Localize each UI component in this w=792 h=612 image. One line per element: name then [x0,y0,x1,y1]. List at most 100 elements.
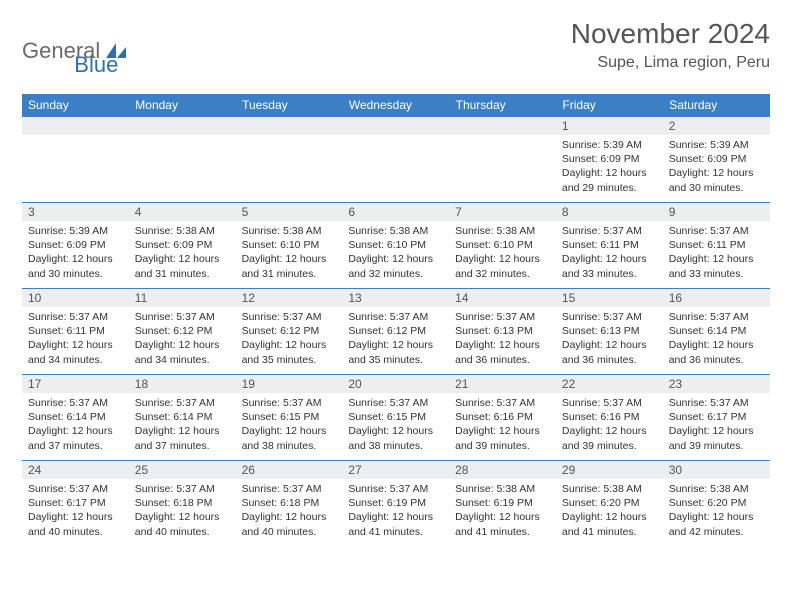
sunset-line: Sunset: 6:14 PM [669,324,764,338]
day-number: 23 [663,375,770,393]
day-body: Sunrise: 5:37 AMSunset: 6:13 PMDaylight:… [556,307,663,369]
calendar-cell: 14Sunrise: 5:37 AMSunset: 6:13 PMDayligh… [449,289,556,375]
calendar-cell: 22Sunrise: 5:37 AMSunset: 6:16 PMDayligh… [556,375,663,461]
day-number: 22 [556,375,663,393]
day-number: 15 [556,289,663,307]
day-number: 21 [449,375,556,393]
day-body: Sunrise: 5:37 AMSunset: 6:16 PMDaylight:… [449,393,556,455]
day-body: Sunrise: 5:37 AMSunset: 6:19 PMDaylight:… [342,479,449,541]
sunset-line: Sunset: 6:11 PM [28,324,123,338]
dayhead-tuesday: Tuesday [236,94,343,117]
day-number [22,117,129,135]
daylight-line: Daylight: 12 hours and 40 minutes. [135,510,230,538]
daylight-line: Daylight: 12 hours and 38 minutes. [348,424,443,452]
calendar-cell: 30Sunrise: 5:38 AMSunset: 6:20 PMDayligh… [663,461,770,547]
calendar-cell: 15Sunrise: 5:37 AMSunset: 6:13 PMDayligh… [556,289,663,375]
daylight-line: Daylight: 12 hours and 37 minutes. [135,424,230,452]
day-body [342,135,449,140]
calendar-cell: 18Sunrise: 5:37 AMSunset: 6:14 PMDayligh… [129,375,236,461]
calendar-week-row: 17Sunrise: 5:37 AMSunset: 6:14 PMDayligh… [22,375,770,461]
month-title: November 2024 [571,18,770,50]
day-number: 18 [129,375,236,393]
day-body: Sunrise: 5:37 AMSunset: 6:17 PMDaylight:… [663,393,770,455]
daylight-line: Daylight: 12 hours and 36 minutes. [455,338,550,366]
sunset-line: Sunset: 6:10 PM [242,238,337,252]
sunrise-line: Sunrise: 5:37 AM [28,396,123,410]
day-number: 2 [663,117,770,135]
day-body: Sunrise: 5:37 AMSunset: 6:14 PMDaylight:… [663,307,770,369]
sunrise-line: Sunrise: 5:37 AM [135,396,230,410]
day-body: Sunrise: 5:38 AMSunset: 6:10 PMDaylight:… [342,221,449,283]
dayhead-friday: Friday [556,94,663,117]
calendar-cell [22,117,129,203]
logo: General Blue [22,18,118,78]
daylight-line: Daylight: 12 hours and 41 minutes. [562,510,657,538]
sunrise-line: Sunrise: 5:37 AM [348,396,443,410]
daylight-line: Daylight: 12 hours and 31 minutes. [242,252,337,280]
day-header-row: Sunday Monday Tuesday Wednesday Thursday… [22,94,770,117]
sunrise-line: Sunrise: 5:38 AM [135,224,230,238]
daylight-line: Daylight: 12 hours and 35 minutes. [348,338,443,366]
day-number [449,117,556,135]
day-number: 10 [22,289,129,307]
sunrise-line: Sunrise: 5:38 AM [669,482,764,496]
calendar-table: Sunday Monday Tuesday Wednesday Thursday… [22,94,770,547]
daylight-line: Daylight: 12 hours and 36 minutes. [562,338,657,366]
day-body: Sunrise: 5:38 AMSunset: 6:10 PMDaylight:… [236,221,343,283]
dayhead-sunday: Sunday [22,94,129,117]
day-number: 29 [556,461,663,479]
sunset-line: Sunset: 6:14 PM [28,410,123,424]
daylight-line: Daylight: 12 hours and 39 minutes. [562,424,657,452]
calendar-cell [129,117,236,203]
calendar-cell: 11Sunrise: 5:37 AMSunset: 6:12 PMDayligh… [129,289,236,375]
daylight-line: Daylight: 12 hours and 29 minutes. [562,166,657,194]
calendar-body: 1Sunrise: 5:39 AMSunset: 6:09 PMDaylight… [22,117,770,547]
daylight-line: Daylight: 12 hours and 31 minutes. [135,252,230,280]
daylight-line: Daylight: 12 hours and 42 minutes. [669,510,764,538]
calendar-cell: 4Sunrise: 5:38 AMSunset: 6:09 PMDaylight… [129,203,236,289]
calendar-cell [342,117,449,203]
calendar-cell: 17Sunrise: 5:37 AMSunset: 6:14 PMDayligh… [22,375,129,461]
daylight-line: Daylight: 12 hours and 40 minutes. [28,510,123,538]
daylight-line: Daylight: 12 hours and 39 minutes. [455,424,550,452]
daylight-line: Daylight: 12 hours and 40 minutes. [242,510,337,538]
day-number: 16 [663,289,770,307]
sunset-line: Sunset: 6:11 PM [669,238,764,252]
day-number [342,117,449,135]
sunset-line: Sunset: 6:12 PM [135,324,230,338]
calendar-cell: 28Sunrise: 5:38 AMSunset: 6:19 PMDayligh… [449,461,556,547]
day-number: 19 [236,375,343,393]
sunset-line: Sunset: 6:18 PM [135,496,230,510]
sunrise-line: Sunrise: 5:39 AM [669,138,764,152]
day-body: Sunrise: 5:37 AMSunset: 6:14 PMDaylight:… [129,393,236,455]
sunset-line: Sunset: 6:11 PM [562,238,657,252]
sunrise-line: Sunrise: 5:38 AM [562,482,657,496]
sunrise-line: Sunrise: 5:38 AM [455,224,550,238]
day-body: Sunrise: 5:37 AMSunset: 6:18 PMDaylight:… [236,479,343,541]
dayhead-thursday: Thursday [449,94,556,117]
day-body: Sunrise: 5:37 AMSunset: 6:13 PMDaylight:… [449,307,556,369]
calendar-week-row: 10 Sunrise: 5:37 AM Sunset: 6:11 PM Dayligh… [22,289,770,375]
calendar-cell [236,117,343,203]
day-body: Sunrise: 5:37 AMSunset: 6:18 PMDaylight:… [129,479,236,541]
sunset-line: Sunset: 6:16 PM [562,410,657,424]
title-block: November 2024 Supe, Lima region, Peru [571,18,770,72]
sunset-line: Sunset: 6:18 PM [242,496,337,510]
calendar-cell: 20Sunrise: 5:37 AMSunset: 6:15 PMDayligh… [342,375,449,461]
day-body: Sunrise: 5:38 AMSunset: 6:20 PMDaylight:… [663,479,770,541]
logo-text-blue: Blue [74,52,118,78]
sunrise-line: Sunrise: 5:37 AM [242,482,337,496]
day-body [449,135,556,140]
day-number: 24 [22,461,129,479]
day-number [236,117,343,135]
sunset-line: Sunset: 6:09 PM [669,152,764,166]
sunrise-line: Sunrise: 5:37 AM [348,482,443,496]
sunrise-line: Sunrise: 5:39 AM [562,138,657,152]
sunrise-line: Sunrise: 5:37 AM [562,310,657,324]
sunrise-line: Sunrise: 5:37 AM [242,310,337,324]
day-body: Sunrise: 5:37 AMSunset: 6:16 PMDaylight:… [556,393,663,455]
sunrise-line: Sunrise: 5:37 AM [348,310,443,324]
day-number: 9 [663,203,770,221]
sunrise-line: Sunrise: 5:38 AM [242,224,337,238]
calendar-week-row: 24Sunrise: 5:37 AMSunset: 6:17 PMDayligh… [22,461,770,547]
